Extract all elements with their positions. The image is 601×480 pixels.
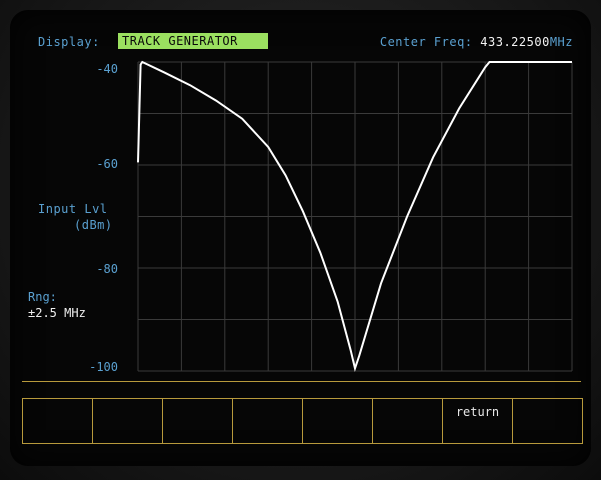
range-label: Rng: <box>28 290 57 304</box>
center-freq-unit: MHz <box>549 35 573 49</box>
softkey-4[interactable] <box>233 399 303 443</box>
plot-grid <box>137 61 573 372</box>
center-freq-label: Center Freq: <box>379 35 473 49</box>
center-frequency: Center Freq: 433.22500MHz <box>380 35 573 49</box>
softkey-2[interactable] <box>93 399 163 443</box>
analyzer-screen: Display: TRACK GENERATOR Center Freq: 43… <box>10 10 591 466</box>
y-tick-label: -100 <box>89 360 118 374</box>
softkey-5[interactable] <box>303 399 373 443</box>
y-tick-label: -40 <box>96 62 118 76</box>
display-label: Display: <box>38 35 100 49</box>
trace-plot <box>137 60 573 373</box>
softkey-3[interactable] <box>163 399 233 443</box>
y-tick-label: -80 <box>96 262 118 276</box>
center-freq-value: 433.22500 <box>480 35 550 49</box>
softkey-6[interactable] <box>373 399 443 443</box>
range-value: ±2.5 MHz <box>28 306 86 320</box>
display-mode-value[interactable]: TRACK GENERATOR <box>118 33 268 49</box>
y-axis-label: Input Lvl <box>38 202 108 216</box>
y-tick-label: -60 <box>96 157 118 171</box>
softkey-8[interactable] <box>513 399 582 443</box>
y-axis-unit: (dBm) <box>74 218 113 232</box>
softkey-1[interactable] <box>23 399 93 443</box>
trace-line <box>137 60 572 373</box>
softkey-divider <box>22 381 581 382</box>
return-button[interactable]: return <box>443 399 513 443</box>
softkey-bar: return <box>22 398 583 444</box>
